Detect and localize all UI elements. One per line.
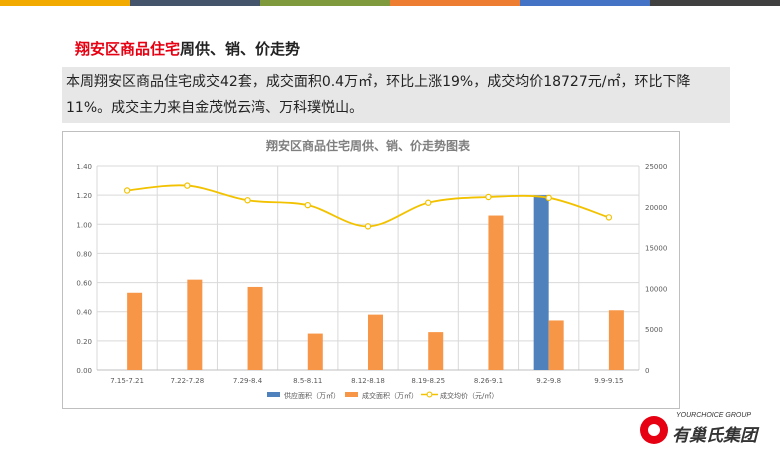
y-right-tick-label: 15000 — [645, 245, 667, 253]
line-point-avg-price — [123, 187, 131, 194]
legend-label: 成交面积（万㎡） — [362, 391, 418, 400]
line-point-avg-price — [485, 193, 492, 201]
chart-title: 翔安区商品住宅周供、销、价走势图表 — [265, 138, 471, 153]
bar-deal — [247, 286, 263, 370]
chart-svg: 翔安区商品住宅周供、销、价走势图表 0.00 0.20 0.40 0.60 0.80 1.0… — [76, 138, 667, 400]
y-right-tick-label: 10000 — [645, 285, 667, 293]
bar-deal — [488, 215, 504, 370]
y-left-tick-label: 1.00 — [76, 221, 92, 229]
bar-deal — [548, 320, 564, 370]
bar-supply — [533, 195, 549, 370]
x-tick-label: 9.2-9.8 — [536, 377, 561, 385]
y-left-tick-label: 0.20 — [76, 338, 92, 346]
line-point-avg-price — [425, 199, 432, 206]
legend-swatch — [267, 392, 280, 397]
legend-swatch-marker — [426, 391, 433, 398]
slide-title-highlight: 翔安区商品住宅 — [75, 40, 181, 58]
logo-text-cn: 有巢氏集团 — [672, 426, 757, 446]
header-bar-segment — [650, 0, 780, 6]
summary-text: 本周翔安区商品住宅成交42套，成交面积0.4万㎡，环比上涨19%，成交均价187… — [62, 67, 730, 123]
y-right-tick-label: 20000 — [645, 204, 667, 212]
x-tick-label: 9.9-9.15 — [594, 377, 623, 385]
y-right-tick-label: 25000 — [645, 163, 667, 171]
x-tick-label: 8.26-9.1 — [474, 377, 503, 385]
y-left-tick-label: 0.00 — [76, 367, 92, 375]
logo-text-en: YOURCHOICE GROUP — [676, 412, 752, 419]
header-color-bar — [0, 0, 780, 6]
header-bar-segment — [390, 0, 520, 6]
y-left-tick-label: 0.40 — [76, 309, 92, 317]
bar-deal — [428, 332, 444, 370]
bar-deal — [187, 279, 203, 370]
company-logo: YOURCHOICE GROUP 有巢氏集团 — [636, 412, 776, 446]
y-right-tick-label: 5000 — [645, 326, 663, 334]
header-bar-segment — [0, 0, 130, 6]
logo-mark-icon — [640, 416, 668, 444]
line-point-avg-price — [244, 197, 251, 204]
y-left-tick-label: 1.20 — [76, 192, 92, 200]
header-bar-segment — [260, 0, 390, 6]
x-tick-label: 8.19-8.25 — [411, 377, 445, 385]
legend-swatch — [345, 392, 358, 397]
y-left-tick-label: 0.80 — [76, 250, 92, 258]
line-point-avg-price — [304, 201, 311, 209]
x-tick-label: 8.12-8.18 — [351, 377, 385, 385]
legend-label: 成交均价（元/㎡） — [440, 391, 498, 400]
x-tick-label: 7.15-7.21 — [110, 377, 144, 385]
slide-title-rest: 周供、销、价走势 — [180, 40, 301, 58]
line-point-avg-price — [545, 194, 552, 202]
bar-deal — [368, 314, 383, 370]
line-point-avg-price — [605, 214, 613, 221]
bar-deal — [307, 333, 323, 370]
slide-title: 翔安区商品住宅周供、销、价走势 — [75, 38, 300, 59]
y-left-tick-label: 0.60 — [76, 280, 92, 288]
bar-deal — [127, 292, 143, 370]
bar-deal — [608, 310, 624, 370]
y-left-tick-label: 1.40 — [76, 163, 92, 171]
chart-container: 翔安区商品住宅周供、销、价走势图表 0.00 0.20 0.40 0.60 0.80 1.0… — [62, 131, 680, 409]
x-tick-label: 8.5-8.11 — [293, 377, 322, 385]
legend-label: 供应面积（万㎡） — [284, 391, 340, 400]
x-tick-label: 7.29-8.4 — [233, 377, 263, 385]
header-bar-segment — [520, 0, 650, 6]
y-right-tick-label: 0 — [645, 367, 649, 375]
line-point-avg-price — [184, 182, 191, 189]
x-tick-label: 7.22-7.28 — [170, 377, 204, 385]
line-point-avg-price — [364, 223, 372, 230]
header-bar-segment — [130, 0, 260, 6]
